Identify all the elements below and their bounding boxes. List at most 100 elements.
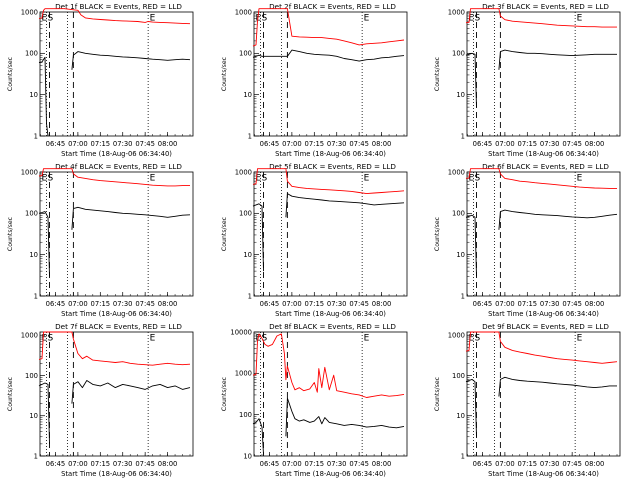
event-marker-label: E xyxy=(469,174,475,184)
x-tick-label: 07:00 xyxy=(282,140,302,148)
event-marker-label: S xyxy=(475,334,481,344)
y-axis-label: Counts/sec xyxy=(7,216,14,251)
event-marker-label: E xyxy=(469,14,475,24)
event-marker-label: S xyxy=(262,14,268,24)
event-marker-label: S xyxy=(48,14,54,24)
plot-frame xyxy=(39,331,194,457)
chart-title: Det 4f BLACK = Events, RED = LLD xyxy=(55,162,182,171)
x-tick-label: 06:45 xyxy=(46,140,66,148)
x-tick-label: 06:45 xyxy=(473,140,493,148)
lld-rate-line xyxy=(252,168,405,195)
y-axis-label: Counts/sec xyxy=(7,376,14,411)
x-tick-label: 07:15 xyxy=(305,140,325,148)
chart-title: Det 1f BLACK = Events, RED = LLD xyxy=(55,2,182,11)
x-tick-label: 06:45 xyxy=(260,300,280,308)
y-tick-label: 10 xyxy=(29,91,38,99)
y-tick-label: 10 xyxy=(243,452,252,460)
chart-title: Det 9f BLACK = Events, RED = LLD xyxy=(482,322,609,331)
y-tick-label: 10 xyxy=(456,91,465,99)
y-tick-label: 100 xyxy=(25,372,38,380)
y-axis-label: Counts/sec xyxy=(221,216,228,251)
plot-frame xyxy=(39,11,194,137)
x-tick-label: 08:00 xyxy=(372,300,392,308)
event-marker-label: E xyxy=(42,334,48,344)
y-tick-label: 1000 xyxy=(235,370,252,378)
x-tick-label: 07:30 xyxy=(113,300,133,308)
event-marker-label: E xyxy=(256,174,262,184)
x-tick-label: 07:00 xyxy=(495,300,515,308)
y-tick-label: 1000 xyxy=(235,8,252,16)
x-axis-label: Start Time (18-Aug-06 06:34:40) xyxy=(275,150,386,158)
x-tick-label: 08:00 xyxy=(158,460,178,468)
chart-title: Det 2f BLACK = Events, RED = LLD xyxy=(269,2,396,11)
x-tick-label: 07:45 xyxy=(349,140,369,148)
x-tick-label: 07:45 xyxy=(349,300,369,308)
x-tick-label: 07:00 xyxy=(68,140,88,148)
y-axis-label: Counts/sec xyxy=(221,56,228,91)
y-tick-label: 1 xyxy=(248,292,252,300)
y-tick-label: 100 xyxy=(239,210,252,218)
x-tick-label: 07:15 xyxy=(518,140,538,148)
x-tick-label: 07:00 xyxy=(282,460,302,468)
x-tick-label: 07:15 xyxy=(305,300,325,308)
event-marker-label: S xyxy=(48,334,54,344)
x-axis-label: Start Time (18-Aug-06 06:34:40) xyxy=(61,310,172,318)
plot-frame xyxy=(466,171,621,297)
y-tick-label: 10 xyxy=(29,251,38,259)
x-tick-label: 07:45 xyxy=(135,460,155,468)
x-tick-label: 07:15 xyxy=(518,300,538,308)
lld-rate-line xyxy=(252,8,405,47)
lld-rate-line xyxy=(465,331,618,364)
y-tick-label: 1 xyxy=(461,132,465,140)
chart-title: Det 3f BLACK = Events, RED = LLD xyxy=(482,2,609,11)
plot-frame xyxy=(39,171,194,297)
event-rate-line xyxy=(252,397,405,455)
lld-rate-line xyxy=(38,168,190,187)
y-tick-label: 100 xyxy=(452,50,465,58)
x-tick-label: 08:00 xyxy=(158,300,178,308)
event-marker-label: E xyxy=(364,174,370,184)
event-rate-line xyxy=(252,193,405,272)
x-axis-label: Start Time (18-Aug-06 06:34:40) xyxy=(61,470,172,478)
y-tick-label: 10000 xyxy=(230,328,252,336)
y-tick-label: 1 xyxy=(34,452,38,460)
event-rate-line xyxy=(38,380,191,444)
chart-panel: Det 5f BLACK = Events, RED = LLD Counts/s… xyxy=(221,162,408,318)
plot-frame xyxy=(466,331,621,457)
y-tick-label: 10 xyxy=(456,251,465,259)
y-tick-label: 1 xyxy=(248,132,252,140)
event-marker-label: E xyxy=(42,174,48,184)
y-tick-label: 1000 xyxy=(448,8,465,16)
y-tick-label: 10 xyxy=(456,412,465,420)
event-marker-label: E xyxy=(577,14,583,24)
lld-rate-line xyxy=(465,168,617,189)
event-rate-line xyxy=(38,206,191,277)
y-axis-label: Counts/sec xyxy=(434,376,441,411)
lld-rate-line xyxy=(465,8,617,28)
chart-panel: Det 1f BLACK = Events, RED = LLD Counts/s… xyxy=(7,2,194,158)
y-tick-label: 10 xyxy=(29,412,38,420)
x-tick-label: 07:45 xyxy=(562,300,582,308)
plot-frame xyxy=(253,11,408,137)
event-marker-label: S xyxy=(48,174,54,184)
x-tick-label: 06:45 xyxy=(473,460,493,468)
x-tick-label: 07:00 xyxy=(495,460,515,468)
chart-title: Det 6f BLACK = Events, RED = LLD xyxy=(482,162,609,171)
x-axis-label: Start Time (18-Aug-06 06:34:40) xyxy=(488,470,599,478)
event-rate-line xyxy=(38,51,191,137)
chart-title: Det 8f BLACK = Events, RED = LLD xyxy=(269,322,396,331)
y-tick-label: 1000 xyxy=(448,168,465,176)
event-rate-line xyxy=(465,49,617,108)
chart-panel: Det 2f BLACK = Events, RED = LLD Counts/s… xyxy=(221,2,408,158)
chart-panel: Det 8f BLACK = Events, RED = LLD Counts/s… xyxy=(221,322,408,478)
x-tick-label: 06:45 xyxy=(473,300,493,308)
y-tick-label: 10 xyxy=(243,251,252,259)
x-tick-label: 07:30 xyxy=(540,300,560,308)
y-tick-label: 1 xyxy=(461,292,465,300)
y-axis-label: Counts/sec xyxy=(434,216,441,251)
y-tick-label: 1000 xyxy=(21,8,38,16)
plot-frame xyxy=(253,171,408,297)
event-marker-label: E xyxy=(469,334,475,344)
y-tick-label: 1 xyxy=(34,292,38,300)
